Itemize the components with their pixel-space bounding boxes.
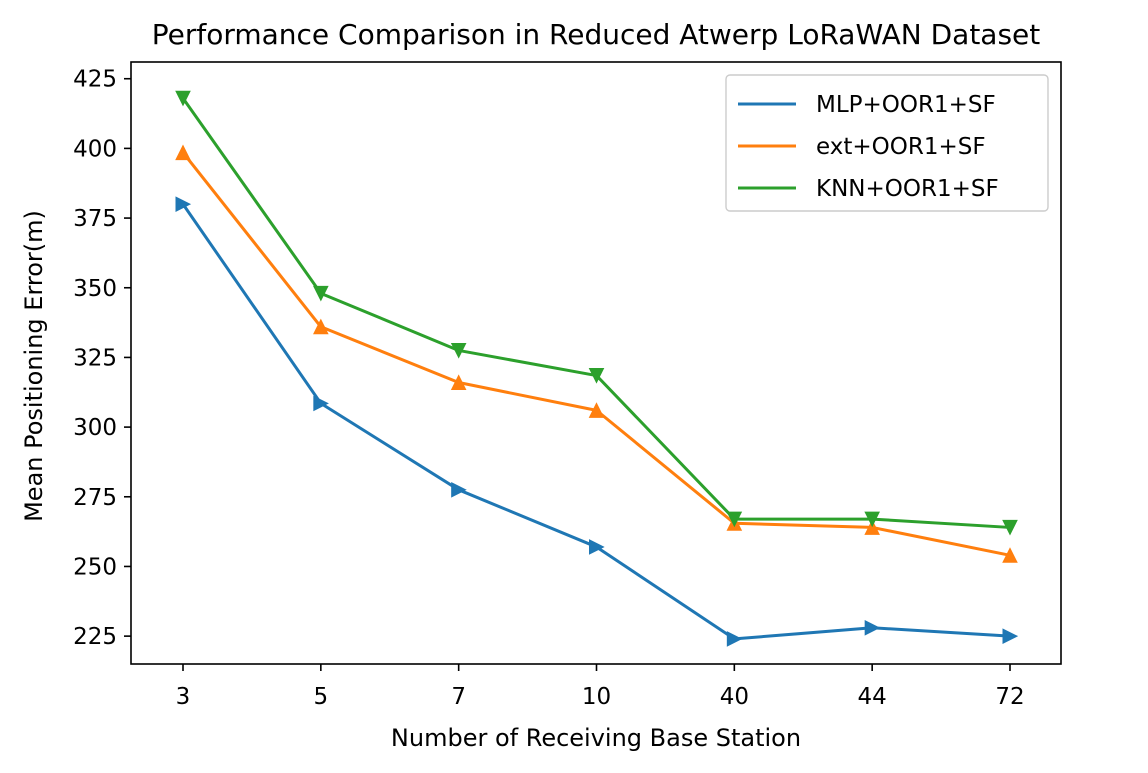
series-KNN+OOR1+SF	[175, 90, 1018, 536]
series-ext+OOR1+SF	[175, 144, 1018, 563]
data-point	[1002, 547, 1018, 563]
y-tick-label: 300	[73, 415, 117, 441]
data-point	[313, 395, 329, 412]
legend-label: ext+OOR1+SF	[816, 134, 986, 160]
series-layer	[175, 90, 1019, 647]
data-point	[450, 342, 467, 359]
legend-label: MLP+OOR1+SF	[816, 92, 996, 118]
y-tick-label: 275	[73, 485, 117, 511]
x-axis-label: Number of Receiving Base Station	[391, 724, 801, 752]
data-point	[1002, 519, 1018, 536]
x-tick-label: 5	[314, 684, 329, 710]
series-line	[181, 203, 1011, 641]
data-point	[588, 402, 605, 418]
x-tick-label: 7	[451, 684, 466, 710]
x-tick-label: 72	[995, 684, 1024, 710]
series-line	[181, 151, 1011, 557]
y-tick-label: 350	[73, 276, 117, 302]
data-point	[726, 511, 743, 528]
y-tick-label: 375	[73, 206, 117, 232]
data-point	[864, 519, 880, 535]
legend: MLP+OOR1+SF ext+OOR1+SF KNN+OOR1+SF	[725, 74, 1049, 212]
x-tick-label: 10	[582, 684, 611, 710]
y-axis: 225 250 275 300 325 350 375 400 425	[73, 67, 131, 650]
data-point	[175, 90, 191, 107]
legend-box	[725, 74, 1049, 212]
y-axis-label: Mean Positioning Error(m)	[20, 210, 48, 522]
y-tick-label: 225	[73, 624, 117, 650]
data-point	[313, 318, 329, 335]
data-point	[1002, 628, 1019, 644]
data-point	[450, 374, 467, 391]
x-tick-label: 40	[720, 684, 749, 710]
y-tick-label: 425	[73, 67, 117, 93]
chart-title: Performance Comparison in Reduced Atwerp…	[152, 18, 1041, 51]
data-point	[589, 539, 605, 555]
data-point	[175, 144, 191, 161]
x-tick-label: 3	[176, 684, 191, 710]
x-tick-label: 44	[858, 684, 887, 710]
data-point	[588, 368, 605, 384]
data-point	[313, 285, 329, 302]
series-MLP+OOR1+SF	[175, 196, 1019, 647]
data-point	[451, 482, 467, 498]
data-point	[175, 196, 192, 212]
y-tick-label: 250	[73, 554, 117, 580]
legend-label: KNN+OOR1+SF	[816, 176, 999, 202]
data-point	[864, 619, 881, 636]
data-point	[726, 631, 743, 647]
data-point	[864, 511, 880, 528]
y-tick-label: 325	[73, 345, 117, 371]
y-tick-label: 400	[73, 136, 117, 162]
x-axis: 3 5 7 10 40 44 72	[176, 664, 1025, 710]
